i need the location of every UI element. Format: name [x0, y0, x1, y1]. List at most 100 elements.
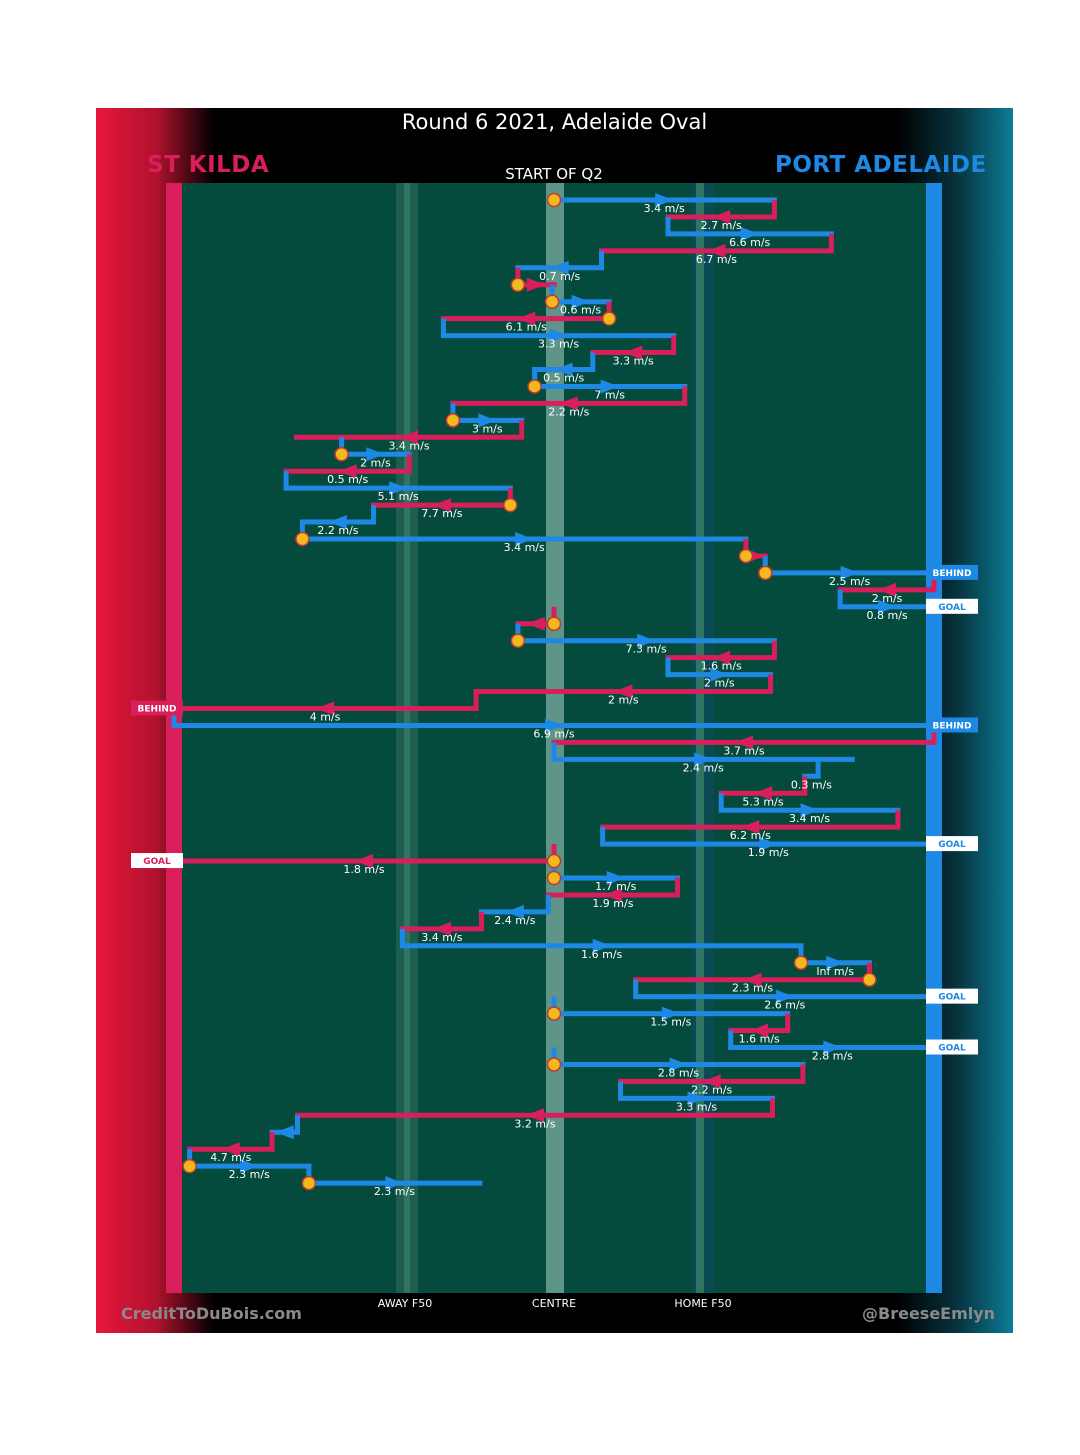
stoppage-marker: [546, 192, 562, 208]
direction-arrow: [603, 887, 622, 902]
stoppage-marker: [738, 548, 754, 564]
outcome-badge: [926, 598, 978, 614]
direction-arrow: [735, 735, 753, 750]
speed-label: 2.7 m/s: [701, 219, 742, 232]
speed-label: 3.4 m/s: [504, 541, 545, 554]
stoppage-marker: [182, 1158, 197, 1174]
speed-label: 4 m/s: [310, 711, 341, 724]
direction-arrow: [741, 820, 760, 835]
direction-arrow: [712, 209, 731, 224]
outcome-label: GOAL: [143, 857, 171, 867]
speed-label: 2.2 m/s: [548, 405, 589, 418]
home-f50-line: [696, 183, 704, 1293]
direction-arrow: [826, 955, 845, 970]
speed-label: 7 m/s: [594, 388, 625, 401]
direction-arrow: [687, 1091, 706, 1106]
direction-arrow: [592, 938, 611, 953]
speed-label: 2.3 m/s: [374, 1185, 415, 1198]
speed-label: Inf m/s: [816, 965, 854, 978]
outcome-label: GOAL: [938, 603, 966, 613]
direction-arrow: [550, 260, 569, 275]
outcome-badge: [926, 717, 978, 733]
outcome-badge: [131, 700, 183, 716]
speed-label: 0.5 m/s: [543, 372, 584, 385]
direction-arrow: [750, 1023, 769, 1038]
outcome-label: GOAL: [938, 1044, 966, 1054]
speed-label: 3.4 m/s: [388, 439, 429, 452]
credit-right: @BreeseEmlyn: [862, 1304, 996, 1323]
direction-arrow: [549, 328, 568, 343]
start-label: START OF Q2: [505, 165, 603, 183]
direction-arrow: [478, 413, 497, 428]
speed-label: 3.4 m/s: [644, 202, 685, 215]
stoppage-marker: [503, 497, 518, 513]
stoppage-marker: [334, 447, 349, 462]
speed-label: 2.5 m/s: [829, 575, 870, 588]
stoppage-marker: [510, 633, 526, 648]
speed-label: 6.9 m/s: [533, 727, 574, 740]
stoppage-marker: [445, 413, 461, 428]
speed-label: 3.3 m/s: [538, 338, 579, 351]
speed-label: 3.3 m/s: [676, 1100, 717, 1113]
speed-label: 7.7 m/s: [421, 507, 462, 520]
speed-label: 2.2 m/s: [317, 524, 358, 537]
speed-label: 4.7 m/s: [210, 1151, 251, 1164]
outcome-badge: [926, 564, 978, 580]
stoppage-marker: [546, 616, 562, 631]
direction-arrow: [878, 599, 897, 614]
speed-label: 0.7 m/s: [539, 270, 580, 283]
speed-label: 3.3 m/s: [613, 355, 654, 368]
speed-label: 6.6 m/s: [729, 236, 770, 249]
speed-label: 3 m/s: [472, 422, 503, 435]
direction-arrow: [338, 464, 357, 479]
x-tick-away-f50: AWAY F50: [377, 1297, 433, 1310]
speed-label: 2.8 m/s: [658, 1066, 699, 1079]
stoppage-marker: [793, 955, 809, 970]
speed-label: 1.5 m/s: [650, 1016, 691, 1029]
speed-label: 2 m/s: [360, 456, 391, 469]
x-tick-home-f50: HOME F50: [674, 1297, 732, 1310]
direction-arrow: [878, 582, 897, 597]
direction-arrow: [614, 684, 633, 699]
direction-arrow: [526, 277, 545, 292]
speed-label: 1.7 m/s: [595, 880, 636, 893]
direction-arrow: [355, 854, 373, 869]
speed-label: 1.9 m/s: [592, 897, 633, 910]
outcome-label: BEHIND: [933, 569, 972, 579]
speed-label: 2.6 m/s: [764, 999, 805, 1012]
direction-arrow: [606, 871, 625, 885]
stoppage-marker: [301, 1175, 317, 1191]
direction-arrow: [743, 972, 762, 987]
credit-left: CreditToDuBois.com: [121, 1304, 302, 1323]
speed-label: 2.3 m/s: [229, 1168, 270, 1181]
speed-label: 0.8 m/s: [866, 609, 907, 622]
speed-label: 1.6 m/s: [701, 660, 742, 673]
speed-label: 0.3 m/s: [791, 778, 832, 791]
direction-arrow: [571, 294, 590, 309]
direction-arrow: [400, 430, 419, 445]
direction-arrow: [515, 532, 534, 546]
st-kilda-goal-line: [166, 183, 182, 1293]
stoppage-marker: [546, 1006, 562, 1021]
stoppage-marker: [510, 277, 526, 292]
direction-arrow: [316, 701, 335, 716]
outcome-label: GOAL: [938, 840, 966, 850]
speed-label: 6.2 m/s: [730, 829, 771, 842]
speed-label: 1.8 m/s: [343, 863, 384, 876]
direction-arrow: [800, 803, 819, 818]
chart-title: Round 6 2021, Adelaide Oval: [401, 110, 708, 134]
direction-arrow: [754, 786, 772, 801]
outcome-label: BEHIND: [138, 705, 177, 715]
direction-arrow: [559, 396, 578, 411]
stoppage-marker: [546, 870, 562, 886]
stoppage-marker: [544, 294, 560, 309]
stoppage-marker: [546, 1057, 562, 1072]
direction-arrow: [712, 650, 731, 665]
speed-label: 3.2 m/s: [514, 1117, 555, 1130]
outcome-badge: [926, 988, 978, 1004]
direction-arrow: [389, 481, 408, 496]
direction-arrow: [707, 243, 726, 258]
speed-label: 6.7 m/s: [696, 253, 737, 266]
direction-arrow: [526, 1108, 544, 1123]
